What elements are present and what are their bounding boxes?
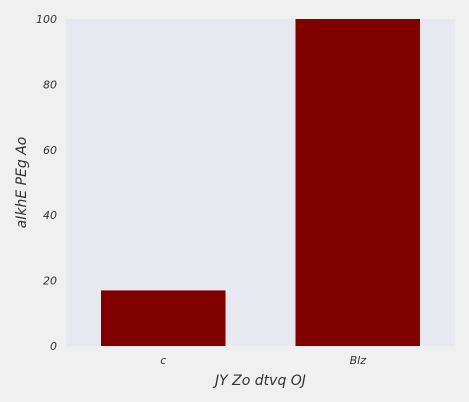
y-tick-label: 20: [43, 275, 57, 288]
bar-c: [101, 290, 226, 346]
x-axis-label: JY Zo dtvq OJ: [212, 373, 306, 389]
y-tick-labels: 0 20 40 60 80 100: [36, 13, 57, 353]
y-tick-label: 0: [50, 340, 57, 353]
y-tick-label: 80: [43, 78, 57, 91]
y-tick-label: 100: [36, 13, 57, 26]
bars-group: [101, 19, 420, 346]
y-axis-label: aIkhE PEg Ao: [14, 137, 30, 229]
x-tick-label: c: [160, 354, 166, 367]
bar-Blz: [295, 19, 420, 346]
x-tick-labels: c Blz: [160, 354, 366, 367]
x-tick-label: Blz: [350, 354, 367, 367]
y-tick-label: 60: [43, 144, 57, 157]
y-tick-label: 40: [43, 209, 57, 222]
